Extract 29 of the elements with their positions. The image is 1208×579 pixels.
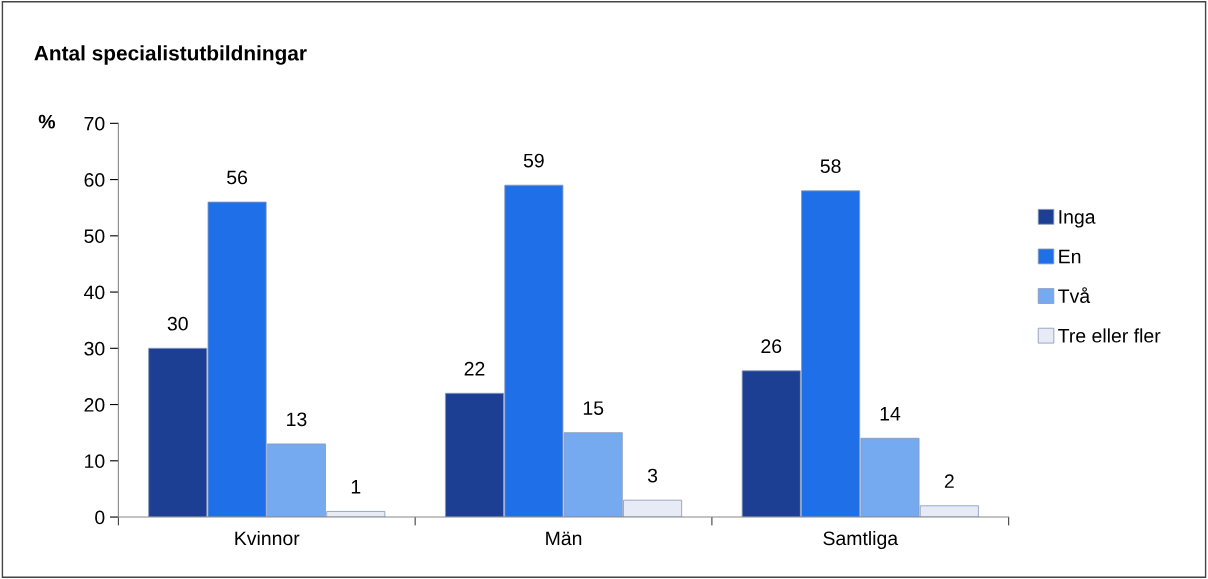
legend-label: Två xyxy=(1058,287,1091,303)
legend-label: Inga xyxy=(1059,210,1096,228)
y-tick-label: 70 xyxy=(84,116,105,131)
chart-title: Antal specialistutbildningar xyxy=(34,45,307,65)
data-label: 58 xyxy=(820,159,841,174)
x-tick-label: Samtliga xyxy=(823,530,899,550)
data-label: 2 xyxy=(944,474,954,488)
data-label: 26 xyxy=(761,339,782,354)
y-tick-label: 60 xyxy=(84,173,105,187)
data-label: 22 xyxy=(464,361,485,376)
data-label: 30 xyxy=(167,316,188,331)
y-tick-label: 10 xyxy=(85,454,105,469)
y-tick-label: 0 xyxy=(95,510,105,525)
x-tick-label: Män xyxy=(546,531,582,546)
x-tick-label: Kvinnor xyxy=(235,530,300,546)
data-label: 3 xyxy=(647,468,658,483)
y-axis-title: % xyxy=(38,114,56,129)
legend-label: En xyxy=(1059,249,1081,264)
data-label: 59 xyxy=(523,153,544,168)
y-tick-label: 50 xyxy=(84,229,105,244)
data-label: 14 xyxy=(880,407,901,421)
y-tick-label: 20 xyxy=(84,398,105,412)
y-tick-label: 40 xyxy=(84,285,105,300)
data-label: 15 xyxy=(583,401,604,415)
y-tick-label: 30 xyxy=(84,341,105,356)
data-label: 56 xyxy=(227,170,248,185)
legend-label: Tre eller fler xyxy=(1058,328,1161,343)
data-label: 13 xyxy=(287,412,307,427)
data-label: 1 xyxy=(351,480,361,494)
